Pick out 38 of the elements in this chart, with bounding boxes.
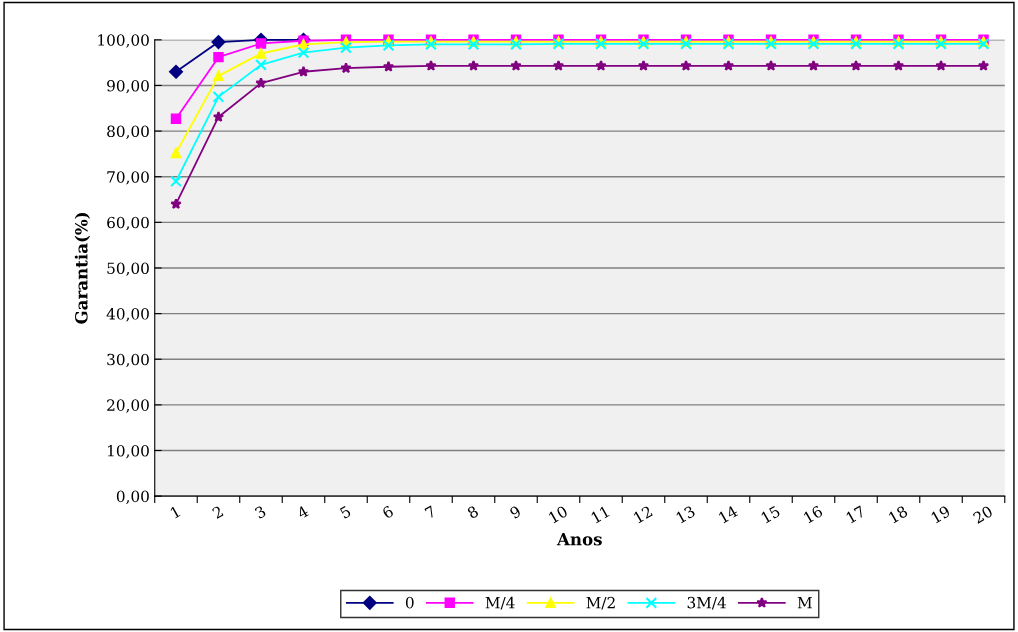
x-tick-label: 6 <box>381 505 395 520</box>
y-tick-label: 90,00 <box>107 79 149 94</box>
y-tick-label: 20,00 <box>107 399 149 413</box>
y-tick-label: 70,00 <box>107 171 149 185</box>
x-tick-label: 17 <box>845 505 866 524</box>
y-tick-label: 10,00 <box>108 444 149 459</box>
x-tick-label: 13 <box>675 505 696 524</box>
y-tick-label: 100,00 <box>98 34 149 48</box>
legend-label: M/4 <box>485 596 515 610</box>
x-tick-label: 18 <box>888 505 909 524</box>
x-tick-label: 5 <box>339 505 352 519</box>
legend-label: 3M/4 <box>687 596 726 610</box>
y-axis-title: Garantia(%) <box>74 212 90 324</box>
legend-label: M/2 <box>586 596 615 610</box>
y-tick-label: 50,00 <box>107 262 149 276</box>
x-tick-label: 4 <box>296 505 310 520</box>
x-tick-label: 7 <box>424 505 437 519</box>
legend-label: 0 <box>405 596 414 609</box>
y-tick-label: 30,00 <box>107 353 149 368</box>
x-tick-label: 15 <box>760 505 781 524</box>
x-tick-label: 20 <box>972 505 994 524</box>
y-tick-label: 0,00 <box>116 490 149 505</box>
x-tick-label: 2 <box>211 505 224 519</box>
x-tick-label: 1 <box>169 505 181 519</box>
x-tick-label: 3 <box>254 505 267 519</box>
legend-label: M <box>797 597 812 609</box>
x-tick-label: 10 <box>548 505 569 524</box>
x-tick-label: 9 <box>509 505 522 520</box>
x-tick-label: 16 <box>803 505 824 524</box>
x-tick-label: 11 <box>590 505 610 524</box>
y-tick-label: 80,00 <box>107 125 149 139</box>
x-tick-label: 14 <box>718 505 739 524</box>
x-tick-label: 12 <box>633 505 653 524</box>
y-tick-label: 40,00 <box>106 308 149 322</box>
y-tick-label: 60,00 <box>107 216 149 231</box>
x-tick-label: 8 <box>466 505 480 520</box>
x-tick-label: 19 <box>930 505 951 524</box>
x-axis-title: Anos <box>556 533 602 546</box>
